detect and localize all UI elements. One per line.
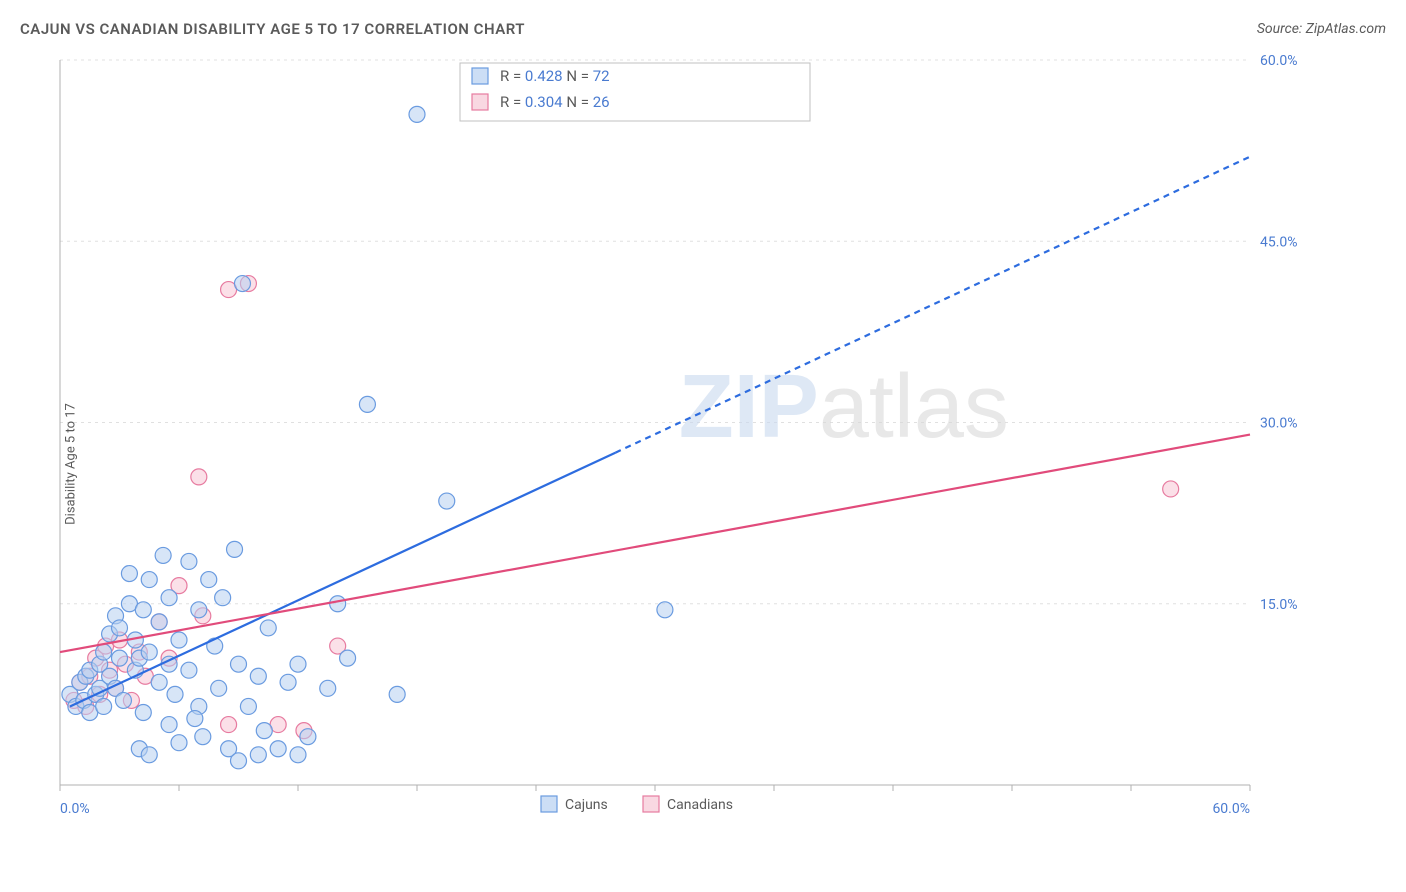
data-point: [256, 723, 272, 739]
legend-label: Canadians: [667, 797, 733, 813]
chart-container: Disability Age 5 to 17 15.0% 30.0% 45.0% 60…: [20, 55, 1386, 872]
x-tick-label: 60.0%: [1212, 801, 1250, 817]
data-point: [290, 747, 306, 763]
data-point: [191, 602, 207, 618]
data-point: [320, 680, 336, 696]
data-point: [187, 711, 203, 727]
data-point: [112, 620, 128, 636]
data-point: [167, 686, 183, 702]
data-point: [657, 602, 673, 618]
data-point: [260, 620, 276, 636]
data-point: [96, 698, 112, 714]
data-point: [221, 717, 237, 733]
watermark: ZIPatlas: [679, 357, 1009, 457]
y-tick-label: 30.0%: [1260, 416, 1298, 432]
data-point: [151, 614, 167, 630]
data-point: [161, 590, 177, 606]
data-point: [280, 674, 296, 690]
legend-swatch: [541, 796, 557, 812]
data-point: [389, 686, 405, 702]
legend-swatch: [472, 68, 488, 84]
legend-swatch: [472, 94, 488, 110]
data-point: [161, 717, 177, 733]
data-point: [250, 747, 266, 763]
data-point: [195, 729, 211, 745]
data-point: [141, 644, 157, 660]
data-point: [240, 698, 256, 714]
data-point: [227, 541, 243, 557]
data-point: [250, 668, 266, 684]
stats-row: R = 0.428 N = 72: [500, 67, 610, 85]
data-point: [1163, 481, 1179, 497]
data-point: [231, 753, 247, 769]
data-point: [135, 705, 151, 721]
data-point: [121, 566, 137, 582]
data-point: [155, 547, 171, 563]
data-point: [231, 656, 247, 672]
y-tick-label: 60.0%: [1260, 55, 1298, 69]
y-tick-label: 15.0%: [1260, 597, 1298, 613]
data-point: [181, 553, 197, 569]
page-title: CAJUN VS CANADIAN DISABILITY AGE 5 TO 17…: [20, 20, 525, 38]
legend-label: Cajuns: [565, 797, 608, 813]
data-point: [215, 590, 231, 606]
data-point: [290, 656, 306, 672]
source-credit: Source: ZipAtlas.com: [1257, 21, 1386, 37]
data-point: [270, 741, 286, 757]
stats-row: R = 0.304 N = 26: [500, 93, 610, 111]
data-point: [191, 469, 207, 485]
data-point: [439, 493, 455, 509]
data-point: [171, 632, 187, 648]
correlation-scatter-chart: 15.0% 30.0% 45.0% 60.0% ZIPatlas 0.0% 60.0% R =…: [20, 55, 1320, 825]
data-point: [300, 729, 316, 745]
data-point: [211, 680, 227, 696]
data-point: [112, 650, 128, 666]
data-point: [207, 638, 223, 654]
data-point: [135, 602, 151, 618]
y-axis-label: Disability Age 5 to 17: [63, 403, 78, 525]
data-point: [201, 572, 217, 588]
y-tick-label: 45.0%: [1260, 234, 1298, 250]
data-point: [181, 662, 197, 678]
x-tick-label: 0.0%: [60, 801, 90, 817]
data-point: [359, 396, 375, 412]
data-point: [115, 692, 131, 708]
data-point: [141, 747, 157, 763]
data-point: [96, 644, 112, 660]
data-point: [171, 735, 187, 751]
legend-swatch: [643, 796, 659, 812]
data-point: [234, 276, 250, 292]
data-point: [330, 596, 346, 612]
data-point: [151, 674, 167, 690]
data-point: [409, 106, 425, 122]
data-point: [141, 572, 157, 588]
data-point: [340, 650, 356, 666]
